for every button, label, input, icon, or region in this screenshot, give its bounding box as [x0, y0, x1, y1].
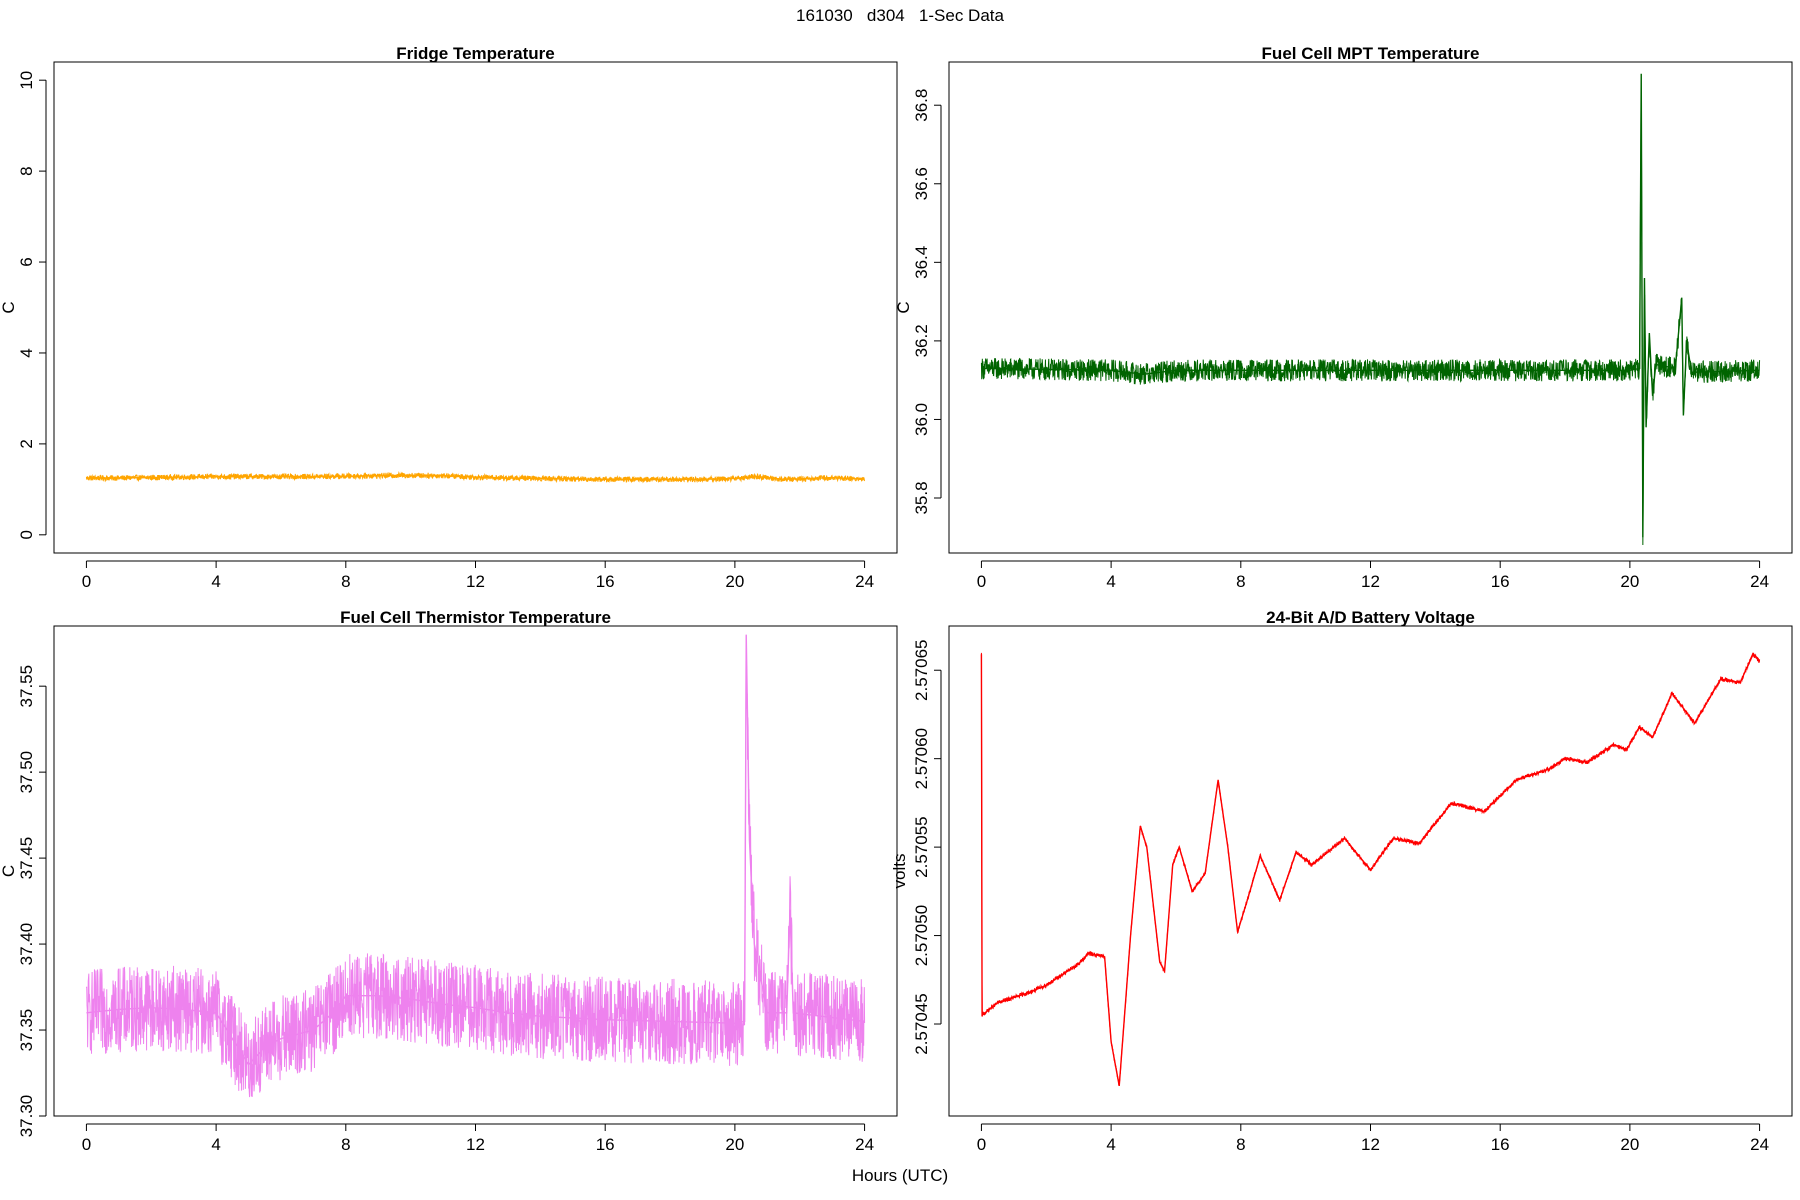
- y-tick-label: 37.40: [17, 923, 36, 966]
- y-tick-label: 37.55: [17, 665, 36, 708]
- x-tick-label: 24: [855, 1135, 874, 1154]
- main-title: 161030 d304 1-Sec Data: [796, 6, 1004, 25]
- y-tick-label: 37.45: [17, 837, 36, 880]
- y-tick-label: 2.57055: [912, 816, 931, 877]
- x-tick-label: 8: [1236, 572, 1245, 591]
- y-tick-label: 0: [17, 530, 36, 539]
- panel-title: Fuel Cell Thermistor Temperature: [340, 608, 611, 627]
- x-tick-label: 8: [341, 572, 350, 591]
- y-tick-label: 2.57065: [912, 639, 931, 700]
- y-tick-label: 2.57050: [912, 905, 931, 966]
- x-tick-label: 4: [211, 572, 220, 591]
- y-tick-label: 2: [17, 439, 36, 448]
- y-tick-label: 37.35: [17, 1009, 36, 1052]
- panel-battery-voltage: 24-Bit A/D Battery Voltage 0 4 8 12 16 20 24 2.5…: [890, 608, 1793, 1154]
- y-tick-label: 37.30: [17, 1095, 36, 1138]
- y-tick-label: 8: [17, 166, 36, 175]
- x-axis-title: Hours (UTC): [851, 1166, 949, 1185]
- x-tick-label: 0: [977, 1135, 986, 1154]
- x-tick-label: 24: [855, 572, 874, 591]
- x-tick-label: 8: [1236, 1135, 1245, 1154]
- series-line-trend: [86, 474, 865, 481]
- y-tick-label: 2.57045: [912, 993, 931, 1054]
- x-tick-label: 4: [211, 1135, 220, 1154]
- x-tick-label: 20: [1620, 572, 1639, 591]
- panel-title: Fridge Temperature: [396, 44, 554, 63]
- x-tick-label: 0: [82, 572, 91, 591]
- y-axis-label: C: [0, 865, 18, 877]
- x-tick-label: 20: [725, 1135, 744, 1154]
- y-tick-label: 37.50: [17, 751, 36, 794]
- x-tick-label: 12: [1361, 1135, 1380, 1154]
- y-tick-label: 36.6: [912, 167, 931, 200]
- y-axis-label: volts: [890, 854, 909, 889]
- y-tick-label: 10: [17, 71, 36, 90]
- x-tick-label: 12: [466, 572, 485, 591]
- plot-frame: [53, 625, 898, 1117]
- x-tick-label: 8: [341, 1135, 350, 1154]
- y-tick-label: 36.2: [912, 324, 931, 357]
- y-tick-label: 36.0: [912, 403, 931, 436]
- y-tick-label: 36.4: [912, 246, 931, 279]
- x-tick-label: 16: [1491, 1135, 1510, 1154]
- x-tick-label: 0: [82, 1135, 91, 1154]
- x-tick-label: 24: [1750, 1135, 1769, 1154]
- plot-frame: [948, 625, 1793, 1117]
- y-axis-label: C: [894, 301, 913, 313]
- y-tick-label: 36.8: [912, 89, 931, 122]
- y-axis-label: C: [0, 301, 18, 313]
- y-tick-label: 35.8: [912, 481, 931, 514]
- panel-title: Fuel Cell MPT Temperature: [1262, 44, 1480, 63]
- x-tick-label: 16: [1491, 572, 1510, 591]
- panel-title: 24-Bit A/D Battery Voltage: [1266, 608, 1475, 627]
- y-tick-label: 6: [17, 257, 36, 266]
- y-tick-label: 2.57060: [912, 728, 931, 789]
- x-tick-label: 20: [1620, 1135, 1639, 1154]
- series-line-trend: [86, 634, 865, 1066]
- plot-frame: [948, 61, 1793, 554]
- series-line: [980, 96, 1761, 546]
- x-tick-label: 12: [466, 1135, 485, 1154]
- x-tick-label: 12: [1361, 572, 1380, 591]
- x-tick-label: 20: [725, 572, 744, 591]
- panel-fuel-cell-thermistor-temperature: Fuel Cell Thermistor Temperature 0 4 8 12 16 2…: [0, 608, 898, 1154]
- series-line-trend: [981, 73, 1760, 538]
- panel-fuel-cell-mpt-temperature: Fuel Cell MPT Temperature 0 4 8 12 16 20 24 35.8…: [894, 44, 1793, 591]
- x-tick-label: 16: [596, 572, 615, 591]
- x-tick-label: 4: [1106, 572, 1115, 591]
- y-tick-label: 4: [17, 348, 36, 357]
- plot-frame: [53, 61, 898, 554]
- series-line: [85, 635, 866, 1098]
- x-tick-label: 16: [596, 1135, 615, 1154]
- x-tick-label: 4: [1106, 1135, 1115, 1154]
- x-tick-label: 0: [977, 572, 986, 591]
- x-tick-label: 24: [1750, 572, 1769, 591]
- series-line-trend: [980, 653, 1761, 1087]
